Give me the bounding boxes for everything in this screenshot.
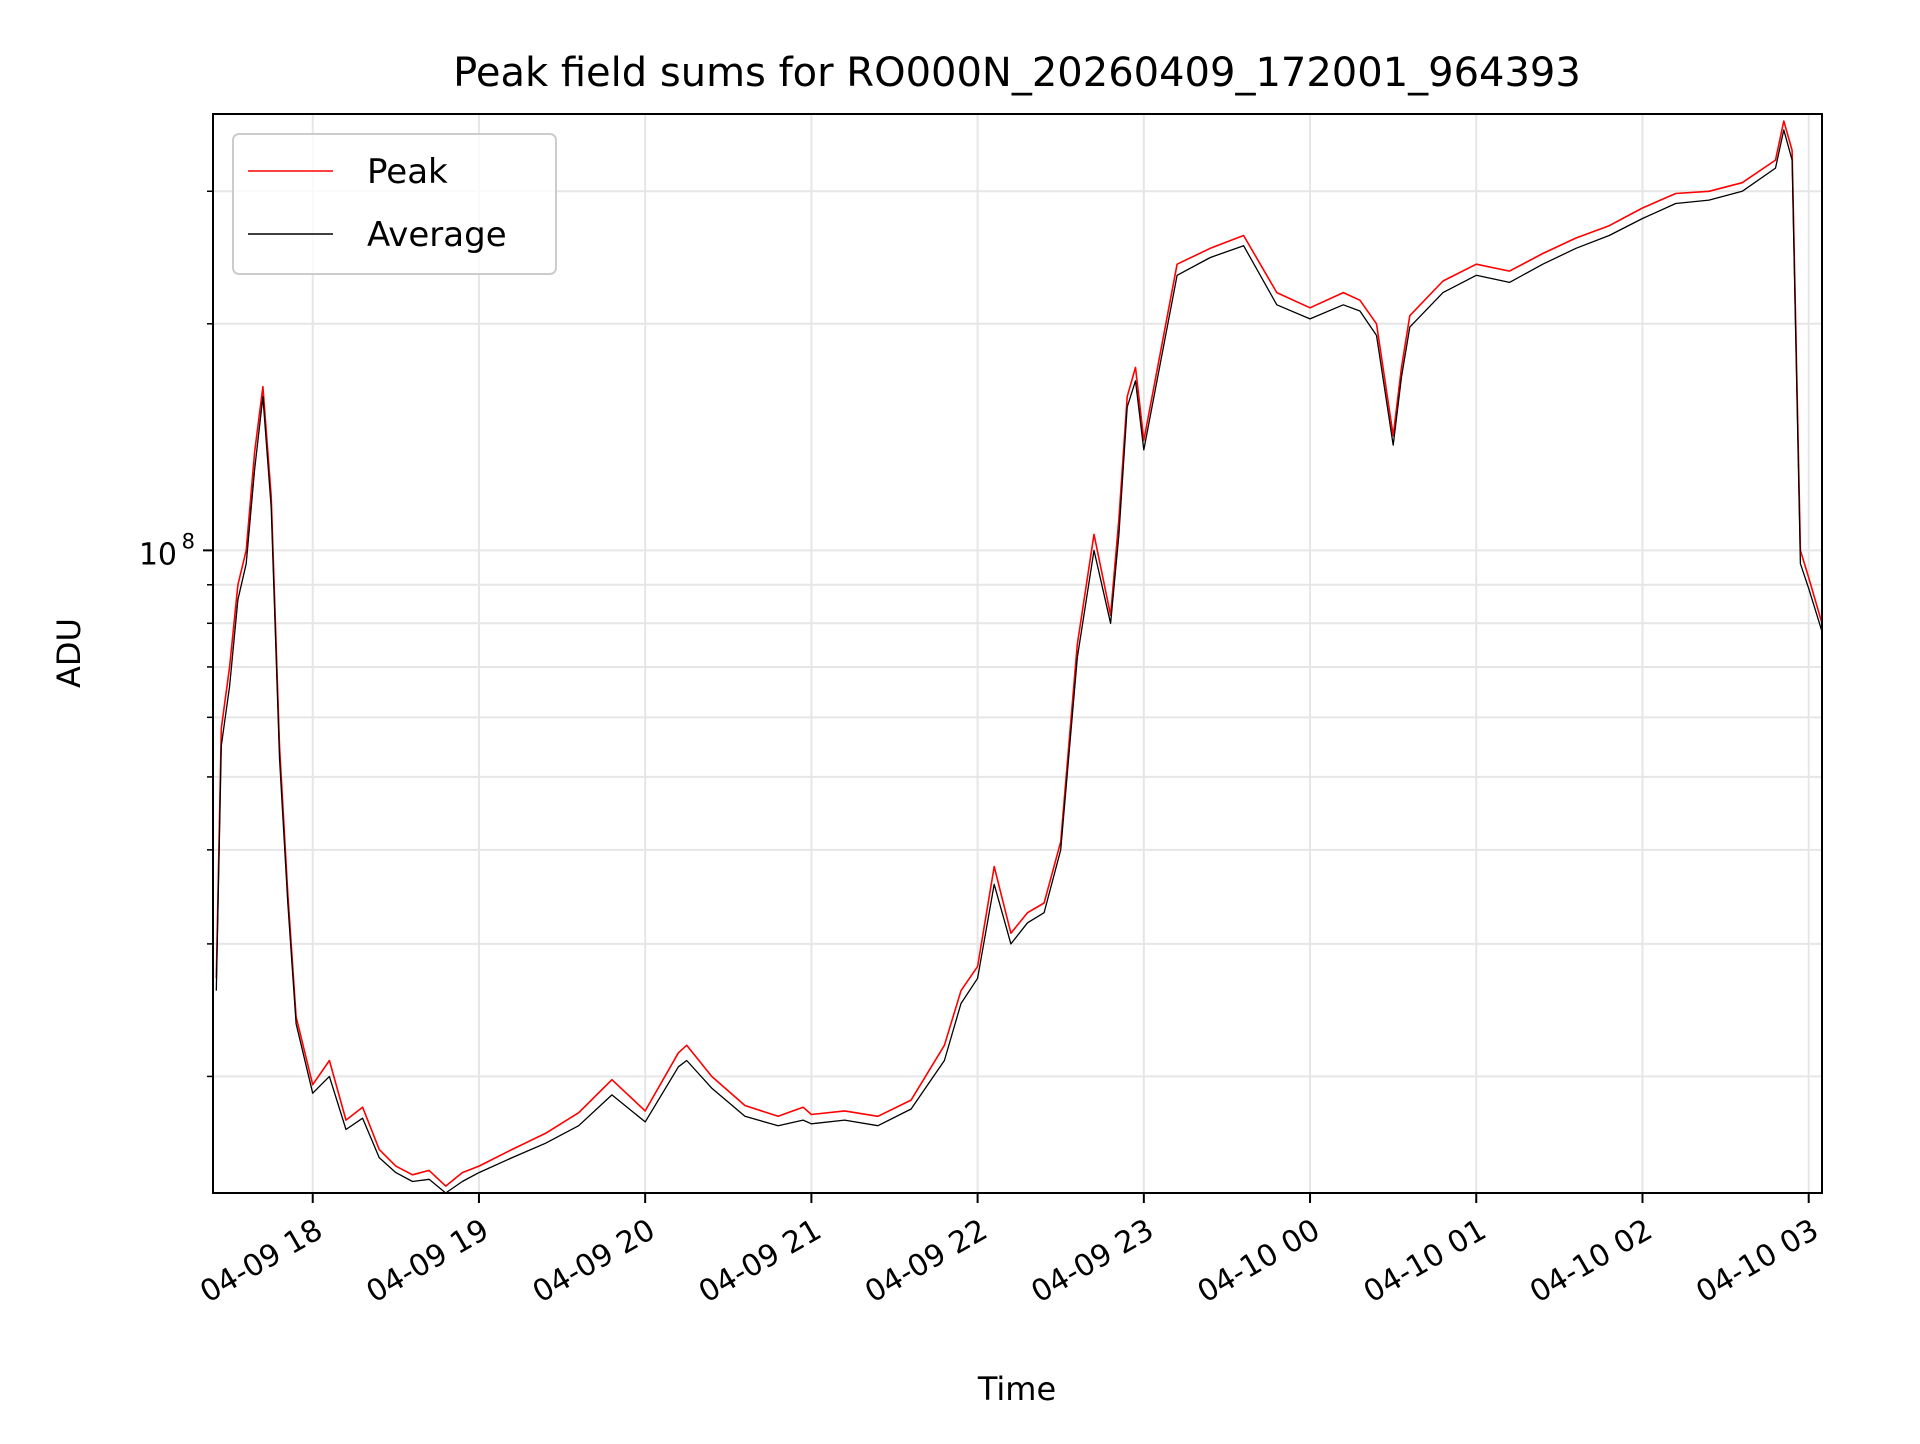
grid-lines [213, 114, 1822, 1193]
series-lines [215, 120, 1823, 1194]
y-tick-label-base: 10 [139, 537, 177, 572]
x-axis-label: Time [977, 1370, 1056, 1408]
y-tick-label-exponent: 8 [182, 529, 195, 553]
plot-frame [212, 113, 1823, 1194]
legend-box [232, 133, 557, 275]
chart-title: Peak field sums for RO000N_20260409_1720… [453, 50, 1581, 96]
legend-label-peak: Peak [367, 152, 448, 192]
y-axis-label: ADU [50, 618, 88, 688]
legend: Peak Average [232, 133, 557, 275]
series-line-average [215, 129, 1823, 1194]
legend-label-average: Average [367, 215, 507, 255]
y-tick-label: 10 [139, 537, 177, 572]
series-line-peak [215, 120, 1823, 1187]
